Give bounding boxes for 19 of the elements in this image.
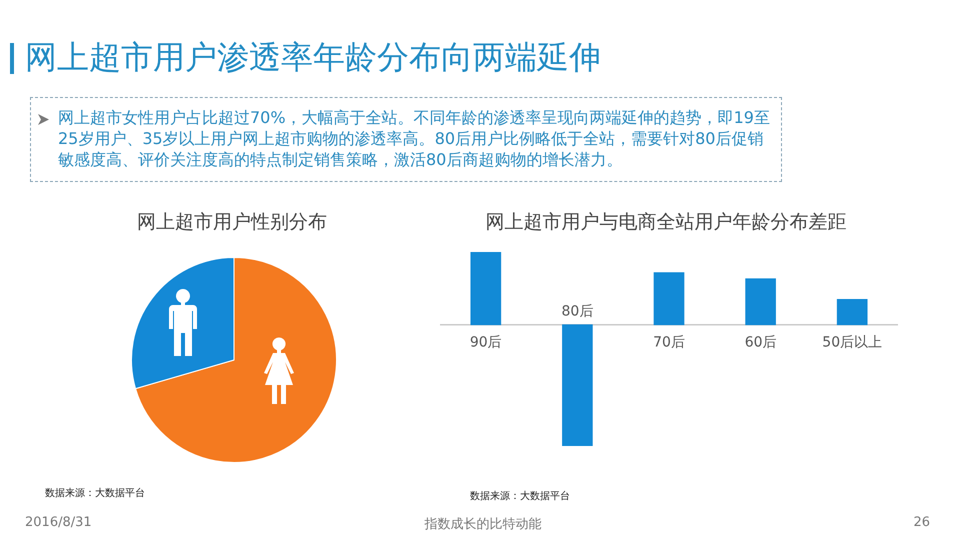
bar: [470, 252, 502, 326]
text: 指数成长的比特动能: [424, 516, 542, 533]
source-note: 数据来源：大数据平台: [45, 486, 145, 500]
x-tick-label: 90后: [470, 334, 502, 350]
source-note: 数据来源：大数据平台: [470, 490, 570, 503]
x-tick-label: 60后: [744, 334, 777, 350]
bar: [836, 298, 868, 326]
bar: [562, 324, 593, 446]
text: 网上超市女性用户占比超过70%，大幅高于全站。不同年龄的渗透率呈现向两端延伸的趋势，即19至25岁用户、35岁以上用户网上超市购物的渗透率高。80后用户比例略低于全站，需要针对80后促销敏感度高、评价关注度高的特点制定销售策略，激活80后商超购物的增长潜力。: [58, 107, 771, 170]
x-tick-label: 50后以上: [822, 334, 882, 350]
bar: [654, 272, 684, 326]
bar: [745, 278, 776, 326]
text: 2016/8/31: [25, 515, 92, 530]
chart-title: 网上超市用户性别分布: [136, 210, 328, 234]
text: 网上超市用户渗透率年龄分布向两端延伸: [25, 37, 601, 77]
chart-title: 网上超市用户与电商全站用户年龄分布差距: [484, 210, 848, 234]
x-tick-label: 80后: [561, 303, 594, 320]
x-tick-label: 70后: [653, 334, 685, 350]
text: 26: [912, 515, 930, 530]
